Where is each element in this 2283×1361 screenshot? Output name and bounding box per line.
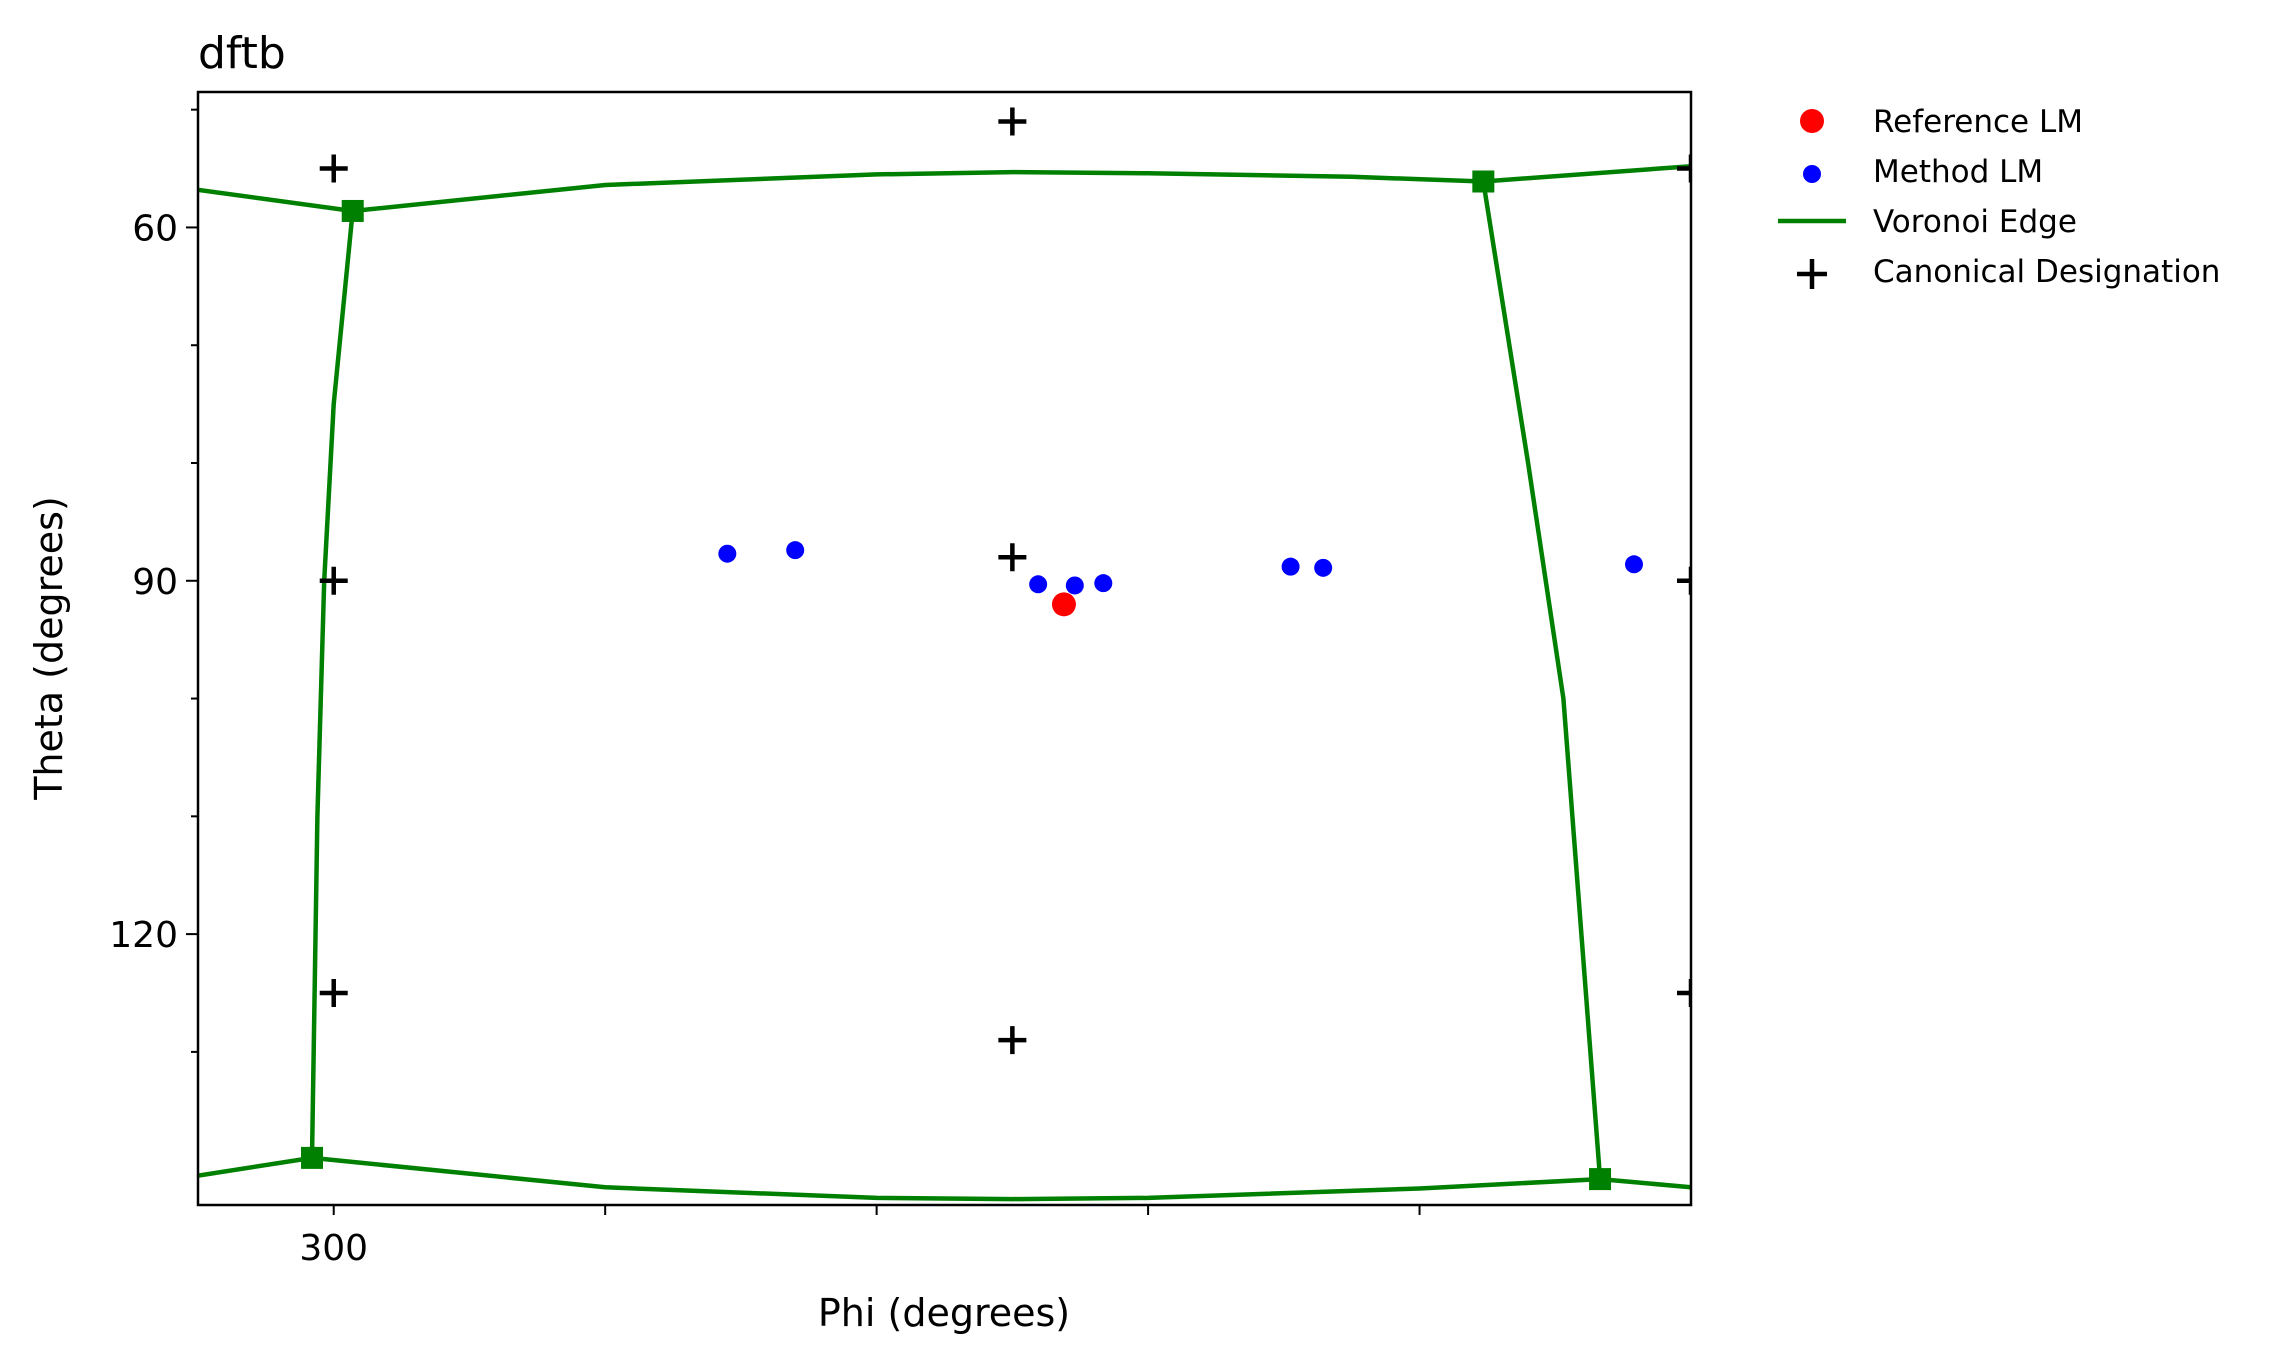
canonical-marker-2 — [998, 107, 1027, 136]
method-lm-point-6 — [1281, 557, 1300, 576]
chart-title: dftb — [198, 28, 286, 79]
axes: 300 60 90 120 — [109, 108, 1421, 1269]
legend: Reference LM Method LM Voronoi Edge Canonic… — [1778, 104, 2220, 290]
plot-frame — [196, 90, 1693, 1207]
y-tick-label-2: 60 — [132, 208, 178, 249]
method-lm-point-4 — [1065, 576, 1084, 595]
legend-reference-lm-marker — [1800, 109, 1824, 133]
method-lm-point-5 — [1094, 574, 1113, 593]
plot-area — [198, 107, 1691, 1202]
method-lm-point-7 — [1314, 558, 1333, 577]
method-lm-point-3 — [1029, 575, 1048, 594]
canonical-marker-6 — [998, 1026, 1027, 1055]
y-tick-label-5: 90 — [132, 562, 178, 603]
canonical-marker-9 — [1677, 979, 1691, 1007]
legend-canonical-marker — [1797, 259, 1827, 289]
legend-method-lm-marker — [1803, 165, 1821, 183]
canonical-marker-5 — [319, 979, 348, 1007]
voronoi-edge-7 — [311, 1155, 1601, 1202]
voronoi-edge-6 — [198, 1155, 313, 1178]
legend-label-1: Reference LM — [1873, 104, 2083, 140]
voronoi-edge-5 — [1481, 181, 1603, 1180]
legend-label-2: Method LM — [1873, 154, 2043, 190]
y-tick-label-8: 120 — [109, 915, 178, 956]
method-lm-point-1 — [718, 544, 737, 563]
canonical-marker-4 — [998, 543, 1027, 572]
canonical-marker-3 — [319, 566, 348, 595]
voronoi-edge-1 — [198, 187, 354, 214]
canonical-marker-7 — [1677, 154, 1691, 183]
reference-lm-point-1 — [1051, 592, 1076, 617]
voronoi-vertex-3 — [301, 1146, 324, 1169]
voronoi-vertex-2 — [1472, 170, 1495, 193]
legend-label-3: Voronoi Edge — [1873, 204, 2077, 240]
x-axis-label: Phi (degrees) — [818, 1291, 1070, 1335]
voronoi-edge-2 — [352, 169, 1484, 214]
method-lm-point-8 — [1624, 555, 1643, 574]
legend-label-4: Canonical Designation — [1873, 254, 2220, 290]
voronoi-edge-3 — [1483, 163, 1691, 184]
canonical-marker-1 — [319, 154, 348, 183]
method-lm-point-2 — [786, 541, 805, 560]
voronoi-vertex-1 — [341, 199, 364, 222]
y-axis-label: Theta (degrees) — [27, 496, 71, 801]
voronoi-edge-8 — [1599, 1176, 1691, 1190]
voronoi-vertex-4 — [1589, 1168, 1612, 1191]
canonical-marker-8 — [1677, 566, 1691, 595]
x-tick-label-1: 300 — [299, 1228, 368, 1269]
